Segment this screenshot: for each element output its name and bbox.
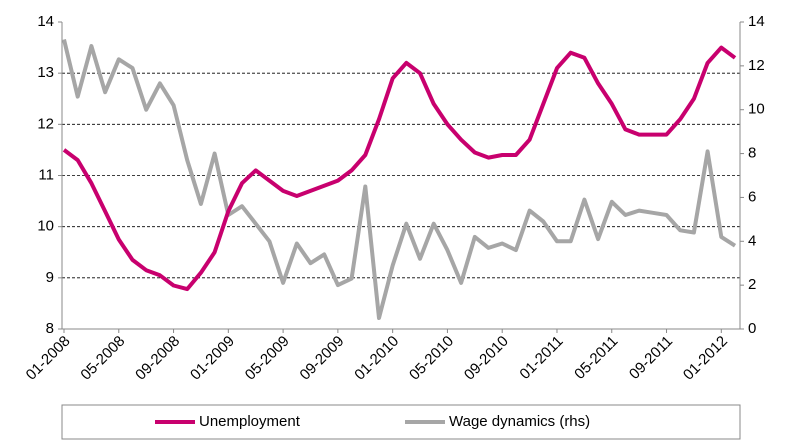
x-tick-label: 01-2009 <box>187 333 238 384</box>
y-tick-label: 9 <box>46 269 54 286</box>
y2-tick-label: 4 <box>748 232 756 249</box>
x-tick-label: 01-2010 <box>351 333 402 384</box>
x-tick-label: 09-2011 <box>626 333 676 383</box>
x-tick-label: 01-2011 <box>516 333 566 383</box>
y-tick-label: 8 <box>46 320 54 337</box>
legend-box <box>61 404 741 440</box>
y2-tick-label: 8 <box>748 145 756 162</box>
x-tick-label: 01-2008 <box>23 333 74 384</box>
legend-label: Wage dynamics (rhs) <box>449 413 590 430</box>
y2-tick-label: 0 <box>748 320 756 337</box>
y2-tick-label: 2 <box>748 276 756 293</box>
x-tick-label: 05-2008 <box>77 333 128 384</box>
x-tick-label: 05-2010 <box>406 333 457 384</box>
y-tick-label: 12 <box>37 115 54 132</box>
x-tick-label: 05-2009 <box>242 333 293 384</box>
y-tick-label: 14 <box>37 13 54 30</box>
x-tick-label: 09-2009 <box>297 333 348 384</box>
y2-tick-label: 14 <box>748 13 765 30</box>
x-tick-label: 09-2008 <box>132 333 183 384</box>
x-tick-label: 09-2010 <box>461 333 512 384</box>
y-tick-label: 10 <box>37 218 54 235</box>
x-tick-label: 05-2011 <box>571 333 621 383</box>
y2-tick-label: 10 <box>748 101 765 118</box>
y2-tick-label: 12 <box>748 57 765 74</box>
legend-label: Unemployment <box>199 413 301 430</box>
y2-tick-label: 6 <box>748 188 756 205</box>
y-tick-label: 13 <box>37 64 54 81</box>
series-line <box>62 39 737 320</box>
series-line <box>62 45 737 292</box>
y-tick-label: 11 <box>38 166 54 183</box>
x-tick-label: 01-2012 <box>680 333 731 384</box>
